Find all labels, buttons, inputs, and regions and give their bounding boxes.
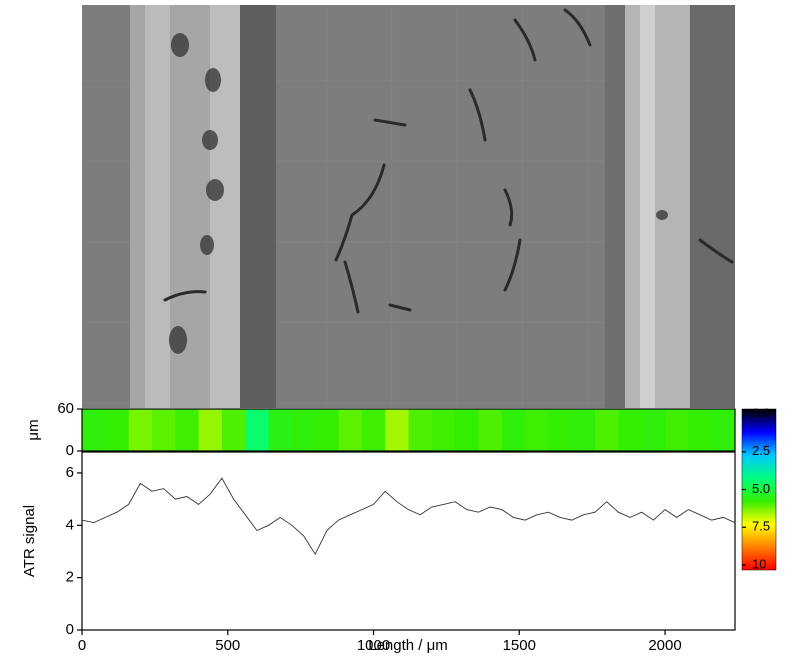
colorbar-tick-label: 10	[752, 556, 766, 571]
colorbar-tick-label: 0.0	[752, 405, 770, 420]
colorbar-tick-label: 7.5	[752, 519, 770, 534]
heatmap-cell	[221, 409, 246, 451]
heatmap-cell	[665, 409, 689, 451]
heatmap-cell	[408, 409, 433, 451]
heatmap-cell	[82, 409, 106, 451]
heatmap-cell	[198, 409, 223, 451]
heatmap-y-label: μm	[25, 419, 42, 440]
signal-line	[81, 477, 736, 556]
heatmap-cell	[151, 409, 176, 451]
heatmap-cell	[338, 409, 363, 451]
heatmap-cell	[315, 409, 340, 451]
colorbar-tick-label: 5.0	[752, 481, 770, 496]
heatmap-cell	[385, 409, 409, 451]
heatmap-cell	[641, 409, 666, 451]
heatmap-cell	[711, 409, 736, 451]
heatmap-cell	[268, 409, 293, 451]
colorbar: 0.0 2.5 5.0 7.5 10	[741, 405, 777, 571]
heatmap-panel: μm 0 60	[25, 400, 736, 459]
heatmap-cell	[128, 409, 153, 451]
heatmap-cell	[245, 409, 270, 451]
y-axis-label: ATR signal	[21, 505, 38, 577]
x-axis-label: Length / μm	[368, 637, 448, 654]
line-panel: ATR signal Length / μm 0 2 4 6 0 500 1000 1500 2…	[21, 451, 736, 654]
x-tick-label: 500	[215, 637, 240, 654]
heatmap-cell	[291, 409, 316, 451]
heatmap-cell	[548, 409, 573, 451]
heatmap-cell	[431, 409, 456, 451]
x-tick-label: 0	[78, 637, 86, 654]
y-tick-label: 0	[66, 442, 74, 459]
heatmap-cell	[175, 409, 200, 451]
colorbar-tick-label: 2.5	[752, 443, 770, 458]
heatmap-cell	[501, 409, 526, 451]
heatmap-cell	[618, 409, 643, 451]
heatmap-cell	[361, 409, 386, 451]
heatmap-cell	[688, 409, 713, 451]
plot-frame	[81, 451, 736, 631]
heatmap-cell	[595, 409, 619, 451]
heatmap-cell	[105, 409, 130, 451]
heatmap-cell	[525, 409, 549, 451]
y-tick-label: 4	[66, 516, 74, 533]
y-tick-label: 60	[57, 400, 74, 417]
y-tick-label: 6	[66, 464, 74, 481]
heatmap-cell	[571, 409, 596, 451]
heatmap-frame	[81, 408, 736, 452]
micrograph	[82, 5, 735, 408]
heatmap-cell	[478, 409, 503, 451]
x-tick-label: 2000	[648, 637, 681, 654]
x-tick-label: 1500	[503, 637, 536, 654]
x-tick-label: 1000	[357, 637, 390, 654]
y-tick-label: 0	[66, 621, 74, 638]
y-tick-label: 2	[66, 569, 74, 586]
heatmap-cell	[455, 409, 479, 451]
